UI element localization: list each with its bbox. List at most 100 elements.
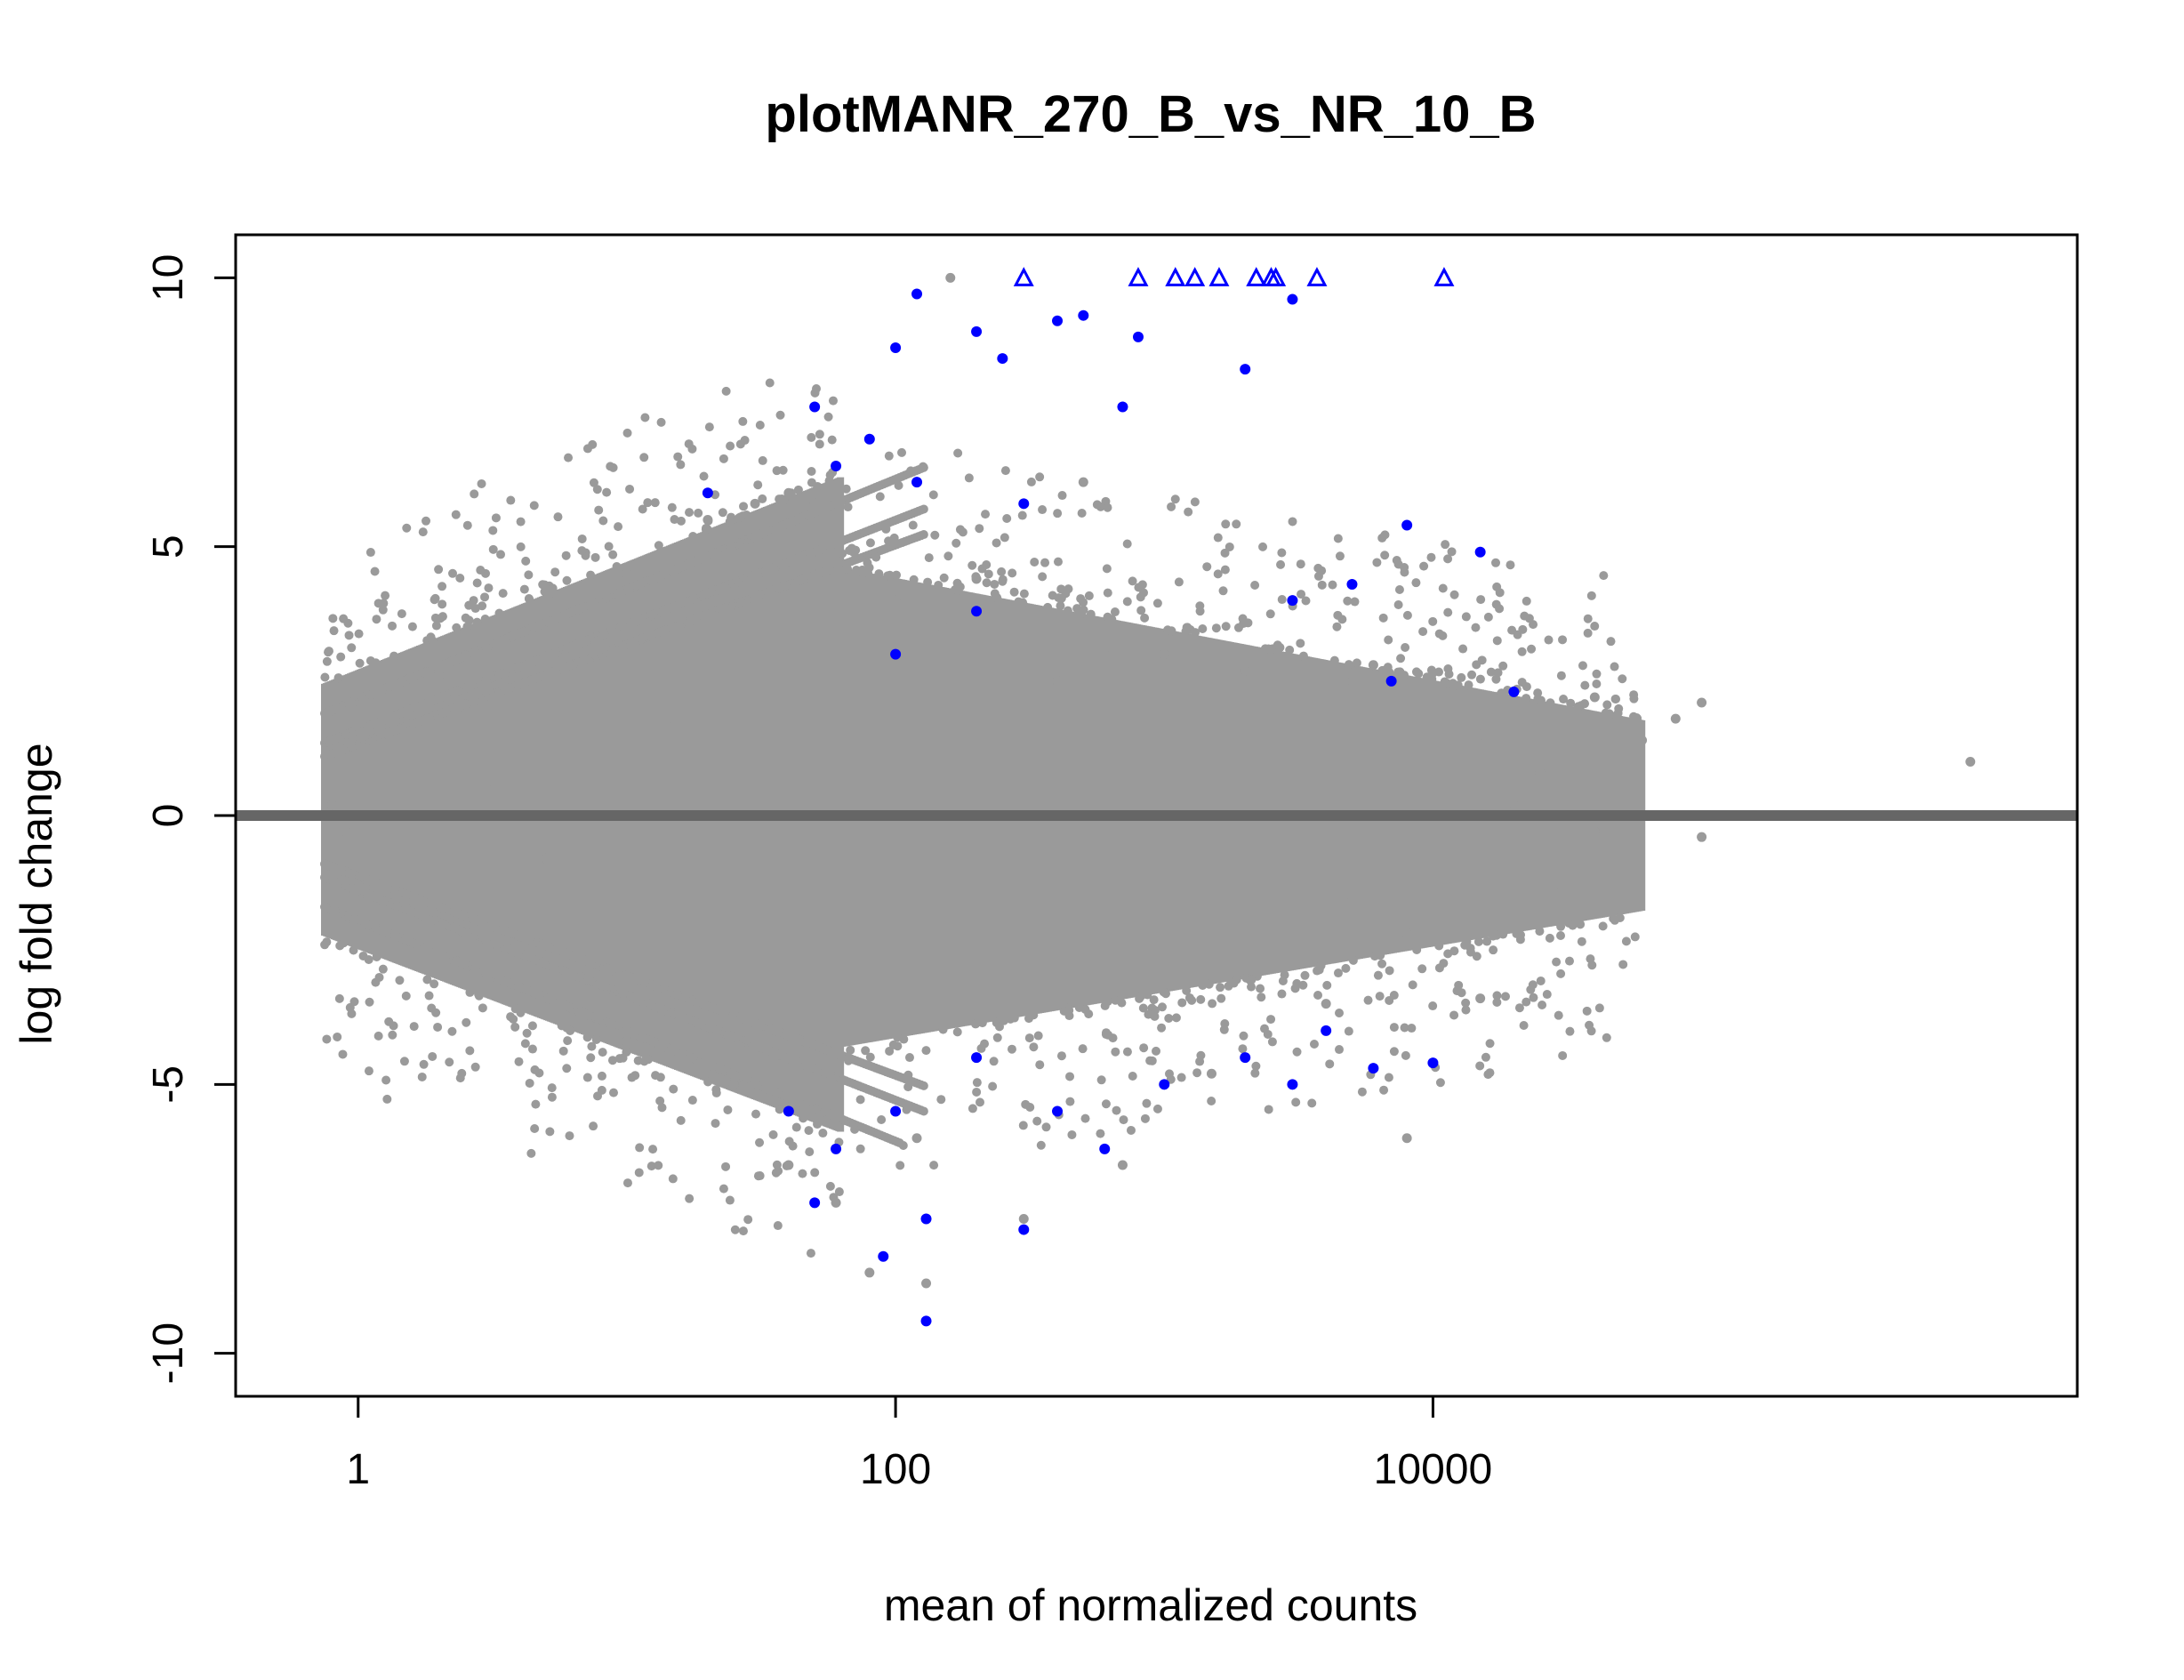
y-axis: -10 -5 0 5 10 [145,254,237,1384]
halo-point [1576,920,1586,929]
halo-point [735,439,745,449]
halo-point [992,1033,1002,1042]
halo-point [388,1030,397,1040]
significant-point [1052,315,1064,326]
halo-point [806,1249,815,1258]
halo-point [1041,1122,1051,1132]
gene-point [1637,735,1648,745]
halo-point [1043,602,1053,612]
halo-point [401,991,411,1001]
halo-point [1348,955,1358,965]
halo-point [597,1071,606,1081]
halo-point [1498,661,1508,671]
halo-point [324,647,333,656]
halo-point [509,1014,518,1024]
gene-point [971,574,982,584]
halo-point [1385,995,1394,1005]
halo-point [428,1051,438,1061]
x-axis-label: mean of normalized counts [884,1580,1417,1630]
halo-point [699,471,709,481]
significant-point [1321,1025,1332,1036]
halo-point [1611,694,1621,703]
halo-point [1580,699,1590,709]
halo-point [1176,1073,1186,1082]
gene-point [1589,826,1600,837]
halo-point [1053,509,1063,518]
halo-point [1258,542,1268,551]
halo-point [909,575,919,584]
significant-point [863,433,875,445]
halo-point [422,975,432,985]
halo-point [480,592,490,602]
halo-point [1232,519,1241,529]
halo-point [1401,642,1410,652]
halo-point [1378,665,1388,675]
halo-point [577,546,587,556]
halo-point [409,1022,419,1032]
halo-point [1394,585,1404,595]
halo-point [527,1021,537,1031]
halo-point [1443,949,1453,959]
significant-point [809,1197,821,1209]
halo-point [1379,1085,1389,1095]
x-tick-label: 10000 [1374,1446,1492,1493]
gene-point [1206,1068,1216,1079]
halo-point [1296,639,1305,648]
halo-point [530,1065,540,1074]
halo-point [1419,561,1429,571]
halo-point [1122,539,1132,549]
halo-point [1119,1115,1128,1125]
halo-point [1138,1003,1148,1013]
halo-point [438,582,447,591]
halo-point [434,565,444,575]
halo-point [1277,548,1287,558]
halo-point [354,629,364,639]
halo-point [1518,624,1528,634]
significant-point [1427,1057,1439,1069]
halo-point [1288,517,1297,527]
halo-point [1564,919,1574,928]
halo-point [1606,637,1616,647]
halo-point [871,552,881,562]
significant-point [1018,1224,1030,1235]
halo-point [1522,682,1531,692]
halo-point [687,444,697,454]
halo-point [334,993,344,1003]
halo-point [1139,588,1149,598]
halo-point [1384,635,1393,645]
halo-point [402,523,412,533]
halo-point [1220,565,1230,575]
halo-point [951,538,961,548]
halo-point [654,541,663,551]
halo-point [1592,679,1602,689]
halo-point [1184,993,1194,1002]
halo-point [775,1105,784,1114]
halo-point [1002,513,1012,523]
halo-point [622,1178,632,1188]
halo-point [587,1041,597,1051]
clipped-point-triangle [1433,267,1455,286]
halo-point [1586,954,1595,964]
halo-point [846,1045,855,1055]
halo-point [339,938,349,948]
halo-point [1402,610,1412,620]
halo-point [951,584,961,594]
halo-point [824,476,834,486]
halo-point [1277,989,1287,999]
halo-point [1473,936,1483,946]
halo-point [1077,509,1087,518]
halo-point [1067,1129,1077,1139]
halo-point [336,652,346,662]
halo-point [1137,580,1147,590]
significant-point [890,342,902,353]
halo-point [474,991,484,1001]
halo-point [347,643,357,653]
halo-point [322,1034,332,1044]
halo-point [524,570,534,580]
point-cloud [320,378,1646,1258]
halo-point [921,1046,931,1056]
halo-point [470,489,479,499]
halo-point [982,578,992,588]
halo-point [1629,690,1639,700]
